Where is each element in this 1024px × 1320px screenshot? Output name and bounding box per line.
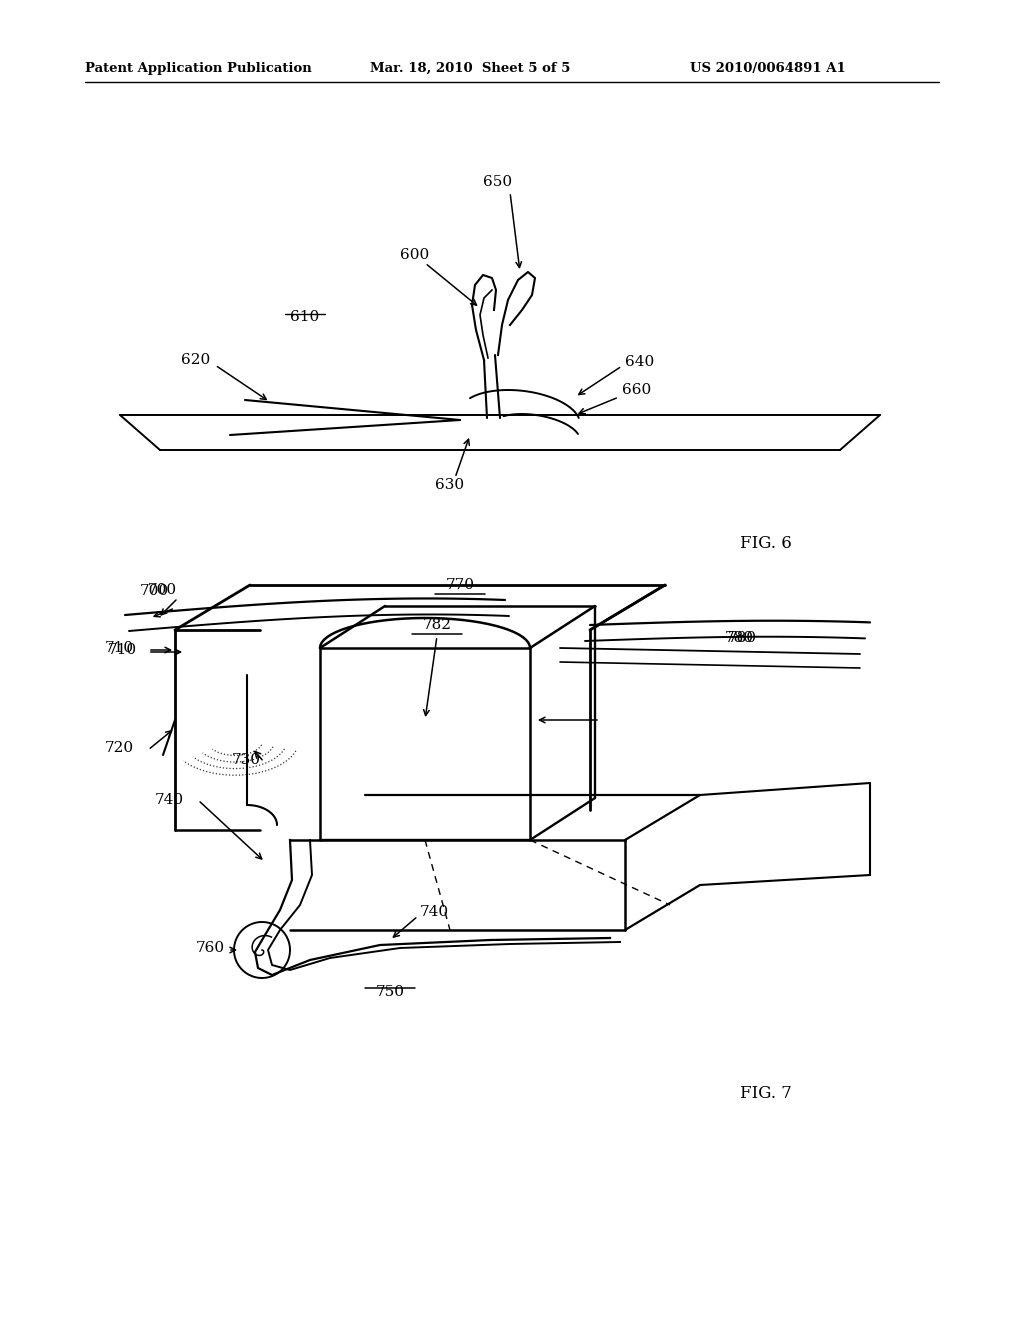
Text: 770: 770 <box>445 578 474 591</box>
Text: 750: 750 <box>376 985 404 999</box>
Text: 600: 600 <box>400 248 429 261</box>
Text: 782: 782 <box>423 618 452 632</box>
Text: 710: 710 <box>105 642 134 655</box>
Text: 740: 740 <box>155 793 184 807</box>
Text: 740: 740 <box>420 906 450 919</box>
Text: 710: 710 <box>108 643 137 657</box>
Text: 650: 650 <box>483 176 513 189</box>
Text: 730: 730 <box>232 752 261 767</box>
Text: 620: 620 <box>181 352 210 367</box>
Text: 610: 610 <box>291 310 319 323</box>
Text: 780: 780 <box>728 631 757 645</box>
Text: US 2010/0064891 A1: US 2010/0064891 A1 <box>690 62 846 75</box>
Text: Patent Application Publication: Patent Application Publication <box>85 62 311 75</box>
Text: 760: 760 <box>196 941 225 954</box>
Text: 630: 630 <box>435 478 465 492</box>
Text: 700: 700 <box>140 583 169 598</box>
Text: 780: 780 <box>725 631 754 645</box>
Text: 660: 660 <box>622 383 651 397</box>
Text: Mar. 18, 2010  Sheet 5 of 5: Mar. 18, 2010 Sheet 5 of 5 <box>370 62 570 75</box>
Text: 700: 700 <box>148 583 177 597</box>
Text: FIG. 7: FIG. 7 <box>740 1085 792 1102</box>
Text: 720: 720 <box>105 741 134 755</box>
Text: 640: 640 <box>625 355 654 370</box>
Text: FIG. 6: FIG. 6 <box>740 535 792 552</box>
